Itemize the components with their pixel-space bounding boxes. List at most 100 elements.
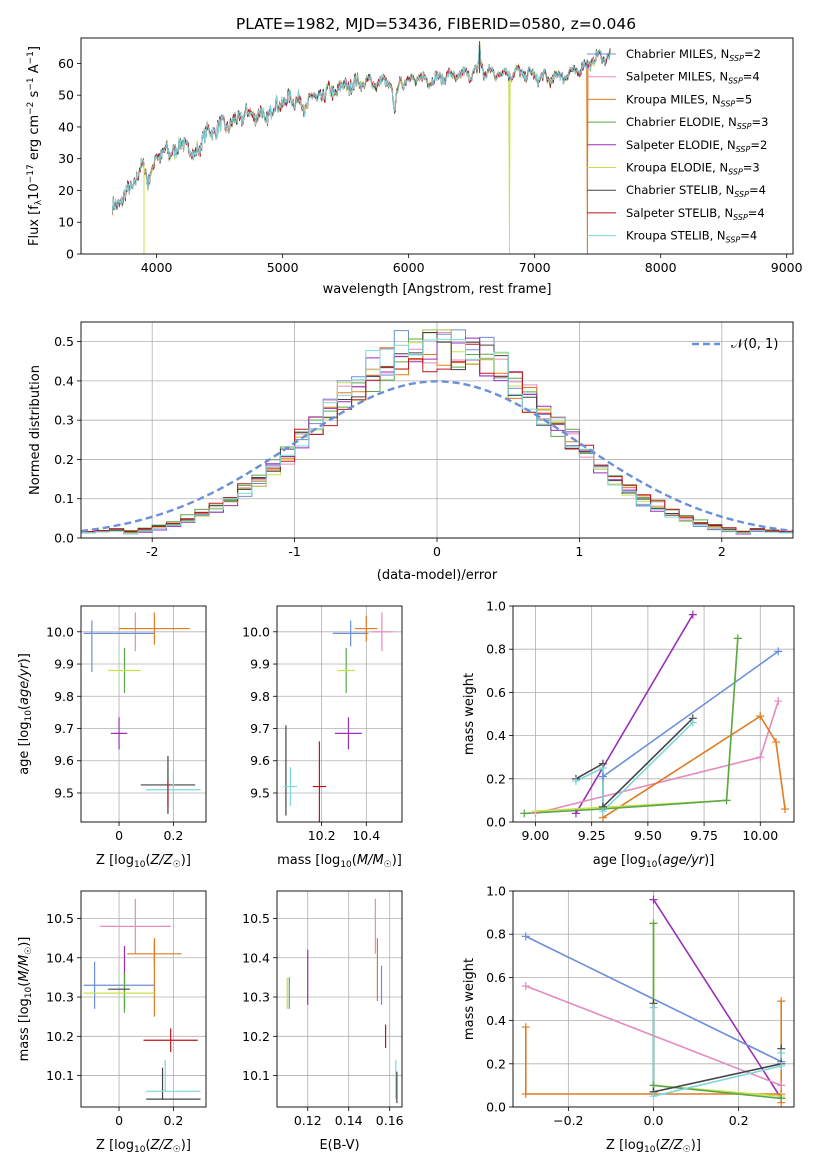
- y-axis-label: Flux [fλ10−17 erg cm−2 s−1 A−1]: [26, 46, 44, 246]
- weight-marker-kroupa-stelib: [571, 776, 580, 785]
- weight-line-kroupa-stelib: [575, 722, 694, 814]
- x-tick-label: 1: [575, 544, 583, 559]
- x-axis-label: mass [log10(M/M☉)]: [277, 853, 402, 870]
- y-tick-label: 0.4: [486, 728, 506, 743]
- weight-marker-salpeter-miles: [521, 982, 530, 991]
- panel-frame: [512, 605, 795, 823]
- panel-frame: [80, 37, 794, 255]
- x-axis-label-part: 10: [134, 860, 146, 870]
- y-tick-label: 0.4: [486, 1013, 506, 1028]
- y-tick-label: 10.3: [242, 990, 270, 1005]
- y-axis-label-part: −2: [26, 102, 36, 115]
- weight-marker-kroupa-elodie: [531, 807, 540, 816]
- legend-label-part: Chabrier MILES, N: [626, 47, 729, 61]
- plot-area: [283, 612, 394, 822]
- weight-marker-salpeter-elodie: [649, 895, 658, 904]
- legend-label: Chabrier ELODIE, NSSP=3: [626, 115, 768, 131]
- y-tick-label: 30: [58, 151, 74, 166]
- x-axis-label: Z [log10(Z/Z☉)]: [96, 1138, 191, 1155]
- weight-marker-chabrier-elodie: [733, 634, 742, 643]
- legend-label-part: =4: [749, 183, 766, 197]
- y-tick-label: 0.0: [54, 531, 74, 546]
- x-tick-label: 0.2: [163, 828, 183, 843]
- y-axis-label-part: λ: [34, 199, 44, 205]
- legend-label-part: SSP: [726, 236, 741, 245]
- panel-weight_vs_Z: −0.2 0.0 0.2 0.0 0.2 0.4 0.6 0.8 1.0 Z [log10(Z/Z…: [462, 884, 795, 1155]
- y-tick-label: 9.9: [250, 657, 270, 672]
- x-axis-label-part: (: [657, 853, 662, 868]
- weight-marker-kroupa-miles: [777, 997, 786, 1006]
- y-tick-label: 9.8: [250, 689, 270, 704]
- x-tick-label: 10.2: [308, 828, 336, 843]
- plot-area: [112, 41, 611, 254]
- panel-age_vs_Z: 0 0.29.59.69.79.89.910.0Z [log10(Z/Z☉)]ag…: [17, 605, 207, 870]
- legend-label: Salpeter STELIB, NSSP=4: [626, 206, 765, 222]
- weight-marker-salpeter-elodie: [571, 809, 580, 818]
- x-axis-label-part: Z/Z: [150, 1138, 174, 1153]
- x-axis-label-part: M/M: [357, 853, 384, 868]
- x-axis-label-part: ☉: [384, 860, 392, 870]
- legend-label-part: SSP: [737, 122, 752, 131]
- y-axis-label-part: mass [log: [17, 998, 32, 1061]
- y-axis-label-part: ☉: [24, 947, 34, 955]
- weight-line-kroupa-miles: [602, 715, 786, 819]
- x-axis-label-part: 10: [134, 1145, 146, 1155]
- panel-mass_vs_Z: 0 0.210.110.210.310.410.5Z [log10(Z/Z☉)]m…: [17, 890, 207, 1155]
- legend-label: 𝒩(0, 1): [731, 337, 778, 352]
- x-axis-label-part: Z [log: [606, 1138, 644, 1153]
- panel-frame: [80, 605, 207, 823]
- legend-label-part: =4: [740, 229, 757, 243]
- y-axis-label-part: −1: [26, 51, 36, 64]
- plot-area: [286, 898, 398, 1104]
- normal-curve: [81, 380, 793, 533]
- x-axis-label: (data-model)/error: [377, 568, 498, 583]
- panels: 4000 5000 6000 7000 8000 90000102030405060wav…: [17, 37, 803, 1155]
- y-tick-label: 0.2: [54, 452, 74, 467]
- x-axis-label-part: Z/Z: [660, 1138, 684, 1153]
- x-axis-label-part: )]: [392, 853, 402, 868]
- panel-spectrum: 4000 5000 6000 7000 8000 9000 0 10 20 30 40 50 60 wav…: [26, 37, 803, 297]
- x-tick-label: 9000: [771, 260, 803, 275]
- y-axis-label: Normed distribution: [28, 365, 43, 495]
- y-tick-label: 60: [58, 56, 74, 71]
- y-axis-label-part: 10: [24, 710, 34, 722]
- weight-marker-kroupa-stelib: [598, 807, 607, 816]
- weight-marker-chabrier-miles: [598, 772, 607, 781]
- y-tick-label: 40: [58, 119, 74, 134]
- weight-marker-salpeter-elodie: [688, 610, 697, 619]
- plot-area: [81, 329, 793, 535]
- histogram-salpeter-stelib: [81, 343, 793, 533]
- weight-marker-salpeter-miles: [777, 1081, 786, 1090]
- y-axis-label-part: 10: [27, 183, 42, 200]
- legend-label-part: SSP: [733, 213, 748, 222]
- legend-label-part: Chabrier STELIB, N: [626, 183, 734, 197]
- weight-marker-kroupa-stelib: [598, 764, 607, 772]
- y-tick-label: 10.2: [46, 1029, 74, 1044]
- x-axis-label: Z [log10(Z/Z☉)]: [606, 1138, 701, 1155]
- y-axis-label-part: s: [27, 90, 42, 101]
- x-tick-label: 7000: [519, 260, 551, 275]
- x-tick-label: 6000: [393, 260, 425, 275]
- x-tick-label: 5000: [267, 260, 299, 275]
- x-tick-label: 0.2: [163, 1113, 183, 1128]
- x-axis-label-part: (: [145, 1138, 150, 1153]
- panel-residuals: -2 -1 0 1 2 0.0 0.1 0.2 0.3 0.4 0.5 𝒩(0, 1) (data-mo…: [28, 321, 794, 583]
- legend-label-part: =4: [748, 206, 765, 220]
- x-axis-label-part: )]: [181, 853, 191, 868]
- y-axis-label-part: (: [17, 705, 32, 710]
- y-tick-label: 0.4: [54, 373, 74, 388]
- y-tick-label: 0.2: [486, 771, 506, 786]
- x-axis-label-part: ☉: [173, 860, 181, 870]
- spectrum-line-kroupa-stelib: [112, 44, 611, 213]
- y-tick-label: 0.6: [486, 685, 506, 700]
- weight-marker-chabrier-elodie: [649, 919, 658, 928]
- legend-label: Kroupa ELODIE, NSSP=3: [626, 161, 760, 177]
- y-tick-label: 10.4: [242, 950, 270, 965]
- legend-label-part: =5: [735, 92, 752, 106]
- legend-label-part: Kroupa STELIB, N: [626, 229, 726, 243]
- legend-label-part: Salpeter MILES, N: [626, 70, 728, 84]
- x-axis-label-part: Z/Z: [150, 853, 174, 868]
- x-axis-label-part: )]: [691, 1138, 701, 1153]
